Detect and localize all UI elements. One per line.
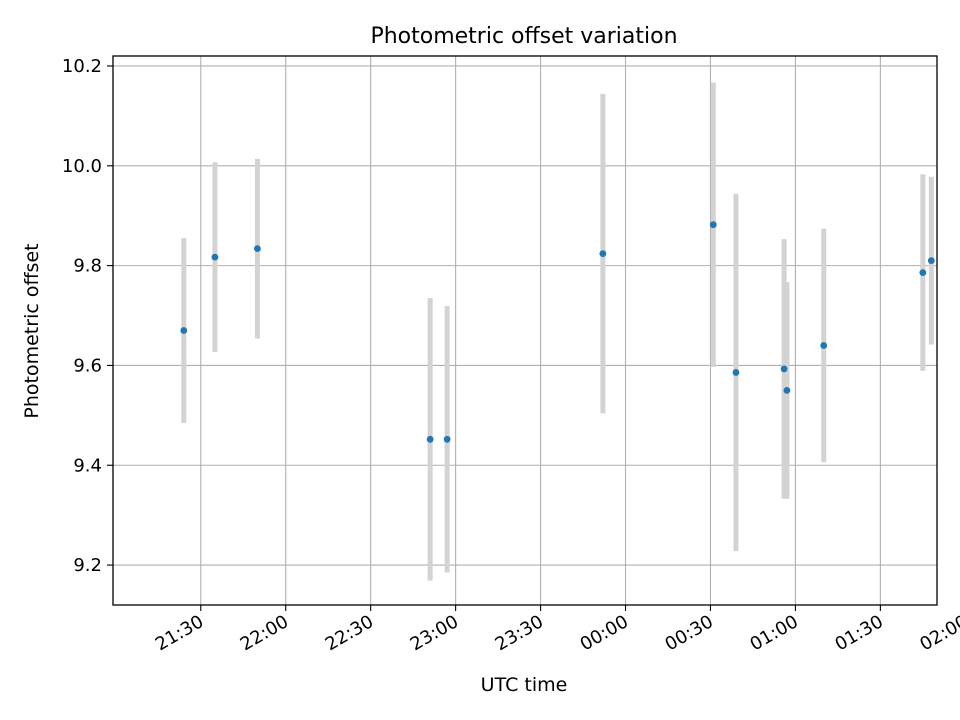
data-point (443, 435, 451, 443)
x-tick-label: 23:00 (407, 611, 462, 655)
x-tick-label: 22:00 (237, 611, 292, 655)
chart-title: Photometric offset variation (370, 24, 677, 49)
data-point (780, 365, 788, 373)
error-bars (181, 82, 934, 581)
y-tick-label: 9.4 (73, 455, 102, 476)
y-tick-label: 10.2 (62, 56, 102, 77)
data-point (254, 245, 261, 253)
x-tick-label: 22:30 (322, 611, 377, 655)
data-point (599, 250, 607, 258)
x-tick-label: 23:30 (492, 611, 547, 655)
x-tick-label: 01:00 (746, 611, 801, 655)
data-point (426, 435, 434, 443)
data-point (211, 253, 219, 261)
y-axis-label: Photometric offset (21, 243, 43, 418)
y-tick-label: 9.6 (73, 355, 102, 376)
y-tick-label: 9.8 (73, 256, 102, 277)
plot-frame (112, 55, 938, 606)
x-tick-label: 21:30 (152, 611, 207, 655)
data-points (180, 221, 935, 443)
data-point (180, 327, 188, 334)
x-axis-label: UTC time (481, 674, 568, 696)
x-tick-label: 00:00 (577, 611, 632, 655)
data-point (927, 257, 935, 265)
data-point (709, 221, 717, 229)
y-tick-label: 9.2 (73, 555, 102, 576)
data-point (919, 269, 927, 277)
x-tick-label: 00:30 (662, 611, 717, 655)
x-ticks: 21:30 22:00 22:30 23:00 23:30 00:00 00:30 01:00… (152, 605, 960, 655)
y-ticks: 9.2 9.4 9.6 9.8 10.0 10.2 (62, 56, 113, 576)
data-point (732, 369, 740, 376)
grid (113, 56, 937, 605)
x-tick-label: 01:30 (831, 611, 886, 655)
data-point (820, 342, 828, 349)
data-point (783, 386, 791, 394)
y-tick-label: 10.0 (62, 156, 102, 177)
x-tick-label: 02:00 (916, 611, 960, 655)
